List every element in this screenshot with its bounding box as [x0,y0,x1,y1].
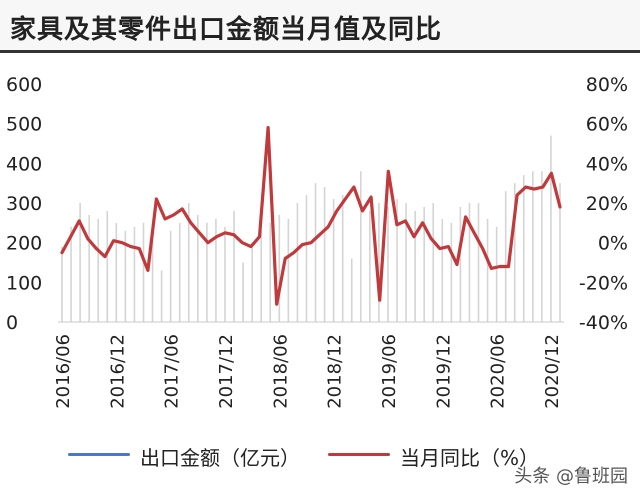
series-line-yoy [60,125,562,306]
x-tick-label: 2018/12 [325,334,346,409]
y-right-tick-label: 20% [586,193,628,215]
x-tick-label: 2017/12 [216,334,237,409]
y-left-tick-label: 500 [6,114,42,136]
x-tick-label: 2016/12 [107,334,128,409]
y-left-tick-label: 600 [6,74,42,96]
y-left-tick-label: 400 [6,153,42,175]
x-tick-label: 2017/06 [162,334,183,409]
chart-title: 家具及其零件出口金额当月值及同比 [10,15,443,45]
legend-label-amount: 出口金额（亿元） [140,446,300,470]
y-right-tick-label: 60% [586,114,628,136]
y-left-tick-label: 0 [6,312,18,334]
y-left-tick-label: 200 [6,233,42,255]
x-tick-label: 2020/12 [542,334,563,409]
watermark: 头条 @鲁班园 [514,466,628,487]
y-right-tick-label: 80% [586,74,628,96]
legend: 出口金额（亿元） 当月同比（%） [0,436,640,472]
x-tick-label: 2020/06 [488,334,509,409]
x-tick-label: 2019/06 [379,334,400,409]
legend-swatch-amount [68,453,130,456]
title-bar: 家具及其零件出口金额当月值及同比 [0,0,640,53]
y-right-tick-label: 40% [586,153,628,175]
legend-swatch-yoy [328,453,390,456]
y-right-tick-label: 0% [598,233,628,255]
x-tick-label: 2016/06 [53,334,74,409]
y-right-tick-label: -40% [579,312,628,334]
chart: 600 500 400 300 200 100 0 80% 60% 40% 20% 0% -20% -40… [6,74,628,409]
x-tick-label: 2018/06 [270,334,291,409]
y-left-tick-label: 100 [6,272,42,294]
x-tick-label: 2019/12 [433,334,454,409]
title-rule [0,50,640,53]
y-left-tick-label: 300 [6,193,42,215]
y-right-tick-label: -20% [579,272,628,294]
legend-label-yoy: 当月同比（%） [400,446,540,470]
